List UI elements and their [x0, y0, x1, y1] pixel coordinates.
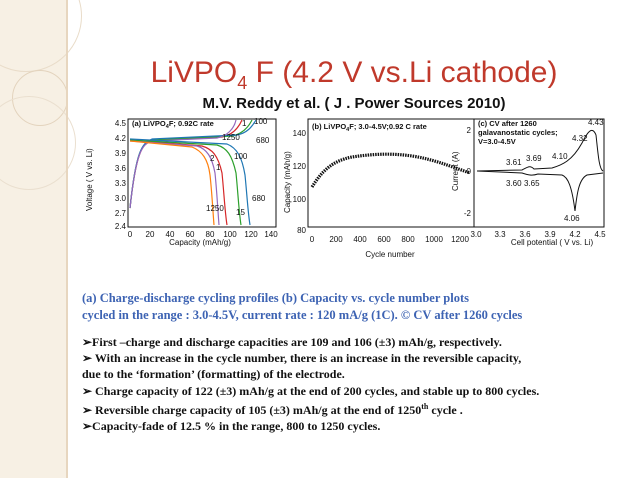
panel-b: (b) LiVPO4F; 3.0-4.5V;0.92 C rate Capaci…	[283, 118, 475, 259]
panel-a: (a) LiVPO4F; 0.92C rate Voltage ( V vs. …	[85, 117, 278, 247]
figure-caption: (a) Charge-discharge cycling profiles (b…	[82, 290, 638, 324]
panel-a-ylabel: Voltage ( V vs. Li)	[85, 148, 94, 211]
panel-c-ylabel: Current (A)	[451, 151, 460, 191]
cv-peak: 3.61	[506, 158, 522, 167]
x-tick: 80	[206, 230, 215, 239]
panel-b-label: (b) LiVPO4F; 3.0-4.5V;0.92 C rate	[312, 122, 427, 133]
decorative-band	[0, 0, 82, 478]
panel-c-label: V=3.0-4.5V	[478, 137, 516, 146]
panel-b-frame	[307, 118, 475, 228]
decorative-circle	[0, 0, 82, 72]
x-tick: 800	[401, 235, 415, 244]
x-tick: 1200	[451, 235, 469, 244]
bullet-item: ➢ Charge capacity of 122 (±3) mAh/g at t…	[82, 383, 540, 398]
y-tick: -2	[464, 209, 472, 218]
x-tick: 3.0	[470, 230, 482, 239]
y-tick: 3.3	[115, 179, 127, 188]
panel-a-annotation: 680	[256, 136, 270, 145]
curve-discharge	[129, 140, 220, 226]
x-tick: 0	[128, 230, 133, 239]
x-tick: 600	[377, 235, 391, 244]
panel-b-xlabel: Cycle number	[365, 250, 415, 259]
y-tick: 2.7	[115, 209, 127, 218]
panel-a-xlabel: Capacity (mAh/g)	[169, 238, 231, 247]
y-tick: 3.0	[115, 194, 127, 203]
bullet-item: due to the ‘formation’ (formatting) of t…	[82, 367, 345, 382]
panel-a-label: (a) LiVPO4F; 0.92C rate	[132, 119, 214, 130]
x-tick: 120	[244, 230, 258, 239]
panel-a-annotation: 1	[216, 163, 221, 172]
x-tick: 20	[146, 230, 155, 239]
panel-b-ylabel: Capacity (mAh/g)	[283, 151, 292, 213]
cv-curve	[476, 130, 604, 172]
x-tick: 60	[186, 230, 195, 239]
y-tick: 140	[293, 129, 307, 138]
x-tick: 4.5	[594, 230, 606, 239]
figure-panels: (a) LiVPO4F; 0.92C rate Voltage ( V vs. …	[82, 113, 622, 263]
panel-a-annotation: 100	[254, 117, 268, 126]
caption-line: (a) Charge-discharge cycling profiles (b…	[82, 291, 469, 305]
bullet-item: ➢First –charge and discharge capacities …	[82, 335, 502, 349]
panel-c-label: galavanostatic cycles;	[478, 128, 558, 137]
cv-curve	[476, 170, 604, 212]
panel-a-annotation: 15	[236, 208, 245, 217]
cv-peak: 3.60	[506, 179, 522, 188]
panel-c: (c) CV after 1260 galavanostatic cycles;…	[451, 118, 606, 247]
curve-discharge	[129, 140, 215, 226]
panel-a-annotation: 1250	[206, 204, 224, 213]
caption-line: cycled in the range : 3.0-4.5V, current …	[82, 308, 523, 322]
x-tick: 400	[353, 235, 367, 244]
cv-peak: 3.65	[524, 179, 540, 188]
y-tick: 4.2	[115, 134, 127, 143]
x-tick: 40	[166, 230, 175, 239]
x-tick: 4.2	[569, 230, 581, 239]
y-tick: 3.6	[115, 164, 127, 173]
panel-c-frame	[473, 118, 605, 228]
cv-peak: 3.69	[526, 154, 542, 163]
panel-a-annotation: 100	[234, 152, 248, 161]
cv-peak: 4.43	[588, 118, 604, 127]
x-tick: 3.9	[544, 230, 556, 239]
y-tick: 2.4	[115, 222, 127, 231]
cv-peak: 4.32	[572, 134, 588, 143]
y-tick: 2	[467, 126, 472, 135]
capacity-scatter	[310, 152, 471, 188]
curve-discharge	[129, 138, 251, 226]
panel-a-annotation: 680	[252, 194, 266, 203]
x-tick: 3.3	[494, 230, 506, 239]
figure-svg: (a) LiVPO4F; 0.92C rate Voltage ( V vs. …	[85, 117, 606, 259]
y-tick: 100	[293, 195, 307, 204]
slide-subtitle: M.V. Reddy et al. ( J . Power Sources 20…	[202, 95, 506, 112]
panel-a-annotation: 1250	[222, 133, 240, 142]
x-tick: 0	[310, 235, 315, 244]
curve-discharge	[129, 139, 242, 226]
x-tick: 3.6	[519, 230, 531, 239]
cv-peak: 4.10	[552, 152, 568, 161]
y-tick: 80	[297, 226, 306, 235]
bullet-item: ➢Capacity-fade of 12.5 % in the range, 8…	[82, 419, 381, 434]
x-tick: 200	[329, 235, 343, 244]
bullet-item: ➢ Reversible charge capacity of 105 (±3)…	[82, 401, 463, 417]
bullet-list: ➢First –charge and discharge capacities …	[82, 334, 638, 434]
slide-title: LiVPO4 F (4.2 V vs.Li cathode)	[150, 56, 558, 93]
y-tick: 120	[293, 162, 307, 171]
curve-discharge	[129, 139, 228, 226]
y-tick: 4.5	[115, 119, 127, 128]
cv-peak: 4.06	[564, 214, 580, 223]
panel-a-annotation: 1	[242, 119, 247, 128]
y-tick: 3.9	[115, 149, 127, 158]
x-tick: 140	[264, 230, 278, 239]
bullet-item: ➢ With an increase in the cycle number, …	[82, 351, 522, 366]
panel-a-annotation: 2	[210, 154, 215, 163]
panel-c-label: (c) CV after 1260	[478, 119, 537, 128]
y-tick: 0	[467, 167, 472, 176]
panel-c-xlabel: Cell potential ( V vs. Li)	[511, 238, 594, 247]
panel-a-frame	[127, 118, 277, 228]
x-tick: 100	[223, 230, 237, 239]
x-tick: 1000	[425, 235, 443, 244]
